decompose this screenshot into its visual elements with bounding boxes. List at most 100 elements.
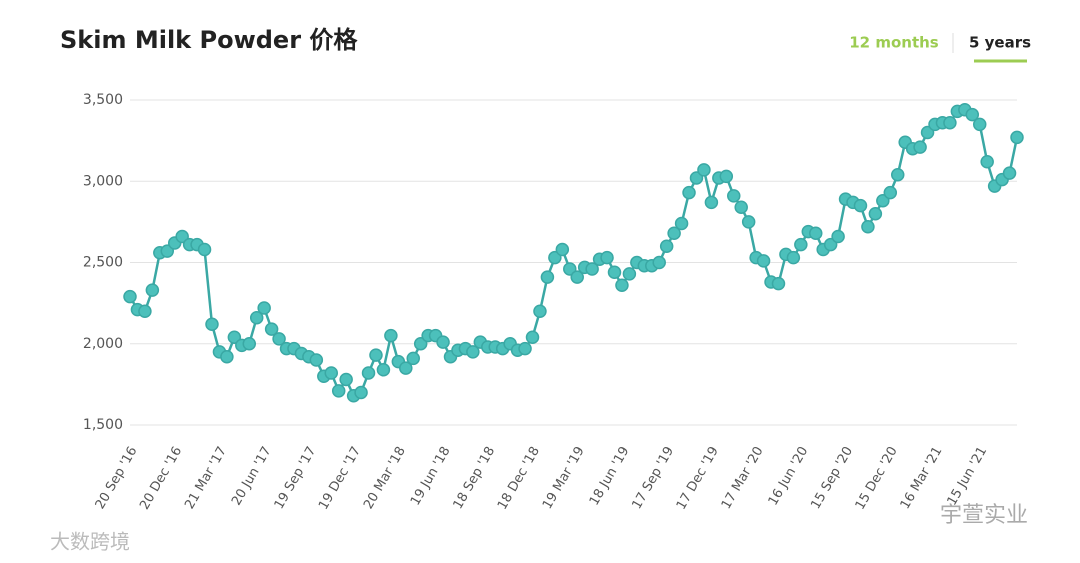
point: [682, 185, 696, 200]
point: [354, 385, 368, 400]
point: [384, 328, 398, 343]
point: [794, 237, 808, 252]
x-tick-label: 15 Sep '20: [808, 444, 856, 512]
point: [756, 254, 771, 268]
x-tick-label: 17 Mar '20: [719, 444, 767, 512]
point: [615, 278, 629, 292]
point: [585, 262, 599, 276]
point: [197, 242, 212, 257]
point: [220, 350, 234, 364]
point: [823, 237, 838, 252]
point: [309, 353, 324, 367]
point: [972, 117, 987, 132]
series-line: [128, 108, 1019, 398]
point: [324, 366, 339, 380]
point: [264, 322, 279, 336]
point: [659, 239, 674, 253]
watermark: 宇萱实业: [940, 503, 1028, 528]
x-tick-label: 15 Jun '21: [945, 444, 991, 508]
point: [205, 317, 219, 331]
x-tick-label: 18 Dec '18: [495, 444, 543, 512]
point: [652, 255, 666, 270]
y-tick-label: 3,000: [83, 173, 123, 189]
x-tick-label: 17 Sep '19: [629, 444, 677, 512]
point: [704, 195, 719, 210]
x-tick-label: 19 Mar '19: [540, 444, 588, 512]
x-tick-label: 18 Jun '19: [587, 444, 633, 508]
point: [719, 169, 734, 184]
point: [727, 189, 741, 203]
point: [175, 229, 189, 244]
point: [533, 304, 547, 318]
point: [771, 276, 786, 291]
x-tick-label: 16 Jun '20: [766, 444, 812, 508]
point: [548, 250, 562, 265]
point: [808, 226, 823, 240]
point: [965, 107, 980, 122]
point: [853, 198, 868, 213]
point: [466, 345, 480, 359]
point: [563, 262, 577, 276]
point: [272, 332, 286, 346]
point: [734, 200, 748, 214]
x-tick-label: 19 Sep '17: [272, 444, 320, 512]
point: [376, 363, 391, 377]
toggle-12-months[interactable]: 12 months: [849, 34, 939, 52]
point: [868, 207, 883, 221]
point: [406, 351, 420, 366]
y-tick-label: 3,500: [83, 92, 123, 108]
watermark: 大数跨境: [50, 530, 130, 554]
y-tick-label: 2,500: [83, 255, 123, 271]
point: [249, 311, 264, 325]
point: [399, 361, 413, 375]
x-tick-label: 20 Sep '16: [93, 444, 141, 512]
point: [600, 250, 614, 265]
toggle-5-years[interactable]: 5 years: [969, 34, 1031, 52]
point: [741, 215, 756, 229]
point: [876, 194, 890, 208]
point: [339, 372, 353, 387]
x-tick-label: 20 Mar '18: [361, 444, 409, 512]
point: [413, 337, 428, 351]
point: [227, 330, 242, 344]
point: [145, 283, 160, 297]
point: [540, 270, 555, 284]
point: [786, 250, 801, 265]
point: [980, 155, 994, 169]
y-tick-label: 2,000: [83, 336, 123, 352]
point: [831, 229, 845, 244]
point: [689, 171, 704, 185]
point: [667, 226, 681, 240]
point: [913, 140, 927, 154]
x-tick-label: 20 Jun '17: [229, 444, 275, 508]
point: [436, 335, 450, 349]
point: [674, 216, 689, 231]
point: [570, 270, 584, 284]
point: [518, 341, 532, 356]
point: [861, 220, 875, 234]
x-tick-label: 19 Jun '18: [408, 444, 454, 508]
x-tick-label: 19 Dec '17: [316, 444, 364, 512]
point: [607, 265, 622, 279]
x-tick-label: 21 Mar '17: [182, 444, 230, 512]
point: [883, 185, 898, 200]
point: [242, 337, 257, 351]
point: [697, 163, 711, 177]
point: [525, 330, 540, 344]
point: [138, 304, 152, 318]
point: [920, 125, 935, 140]
point: [331, 384, 346, 398]
point: [369, 348, 383, 362]
x-tick-label: 20 Dec '16: [137, 444, 185, 512]
x-tick-label: 18 Sep '18: [451, 444, 499, 512]
point: [160, 244, 175, 258]
x-tick-label: 15 Dec '20: [853, 444, 901, 512]
y-tick-label: 1,500: [83, 417, 123, 433]
point: [123, 289, 137, 304]
point: [361, 366, 376, 380]
point: [943, 116, 957, 130]
chart-title: Skim Milk Powder 价格: [60, 26, 358, 54]
point: [890, 168, 905, 182]
point: [555, 242, 570, 257]
